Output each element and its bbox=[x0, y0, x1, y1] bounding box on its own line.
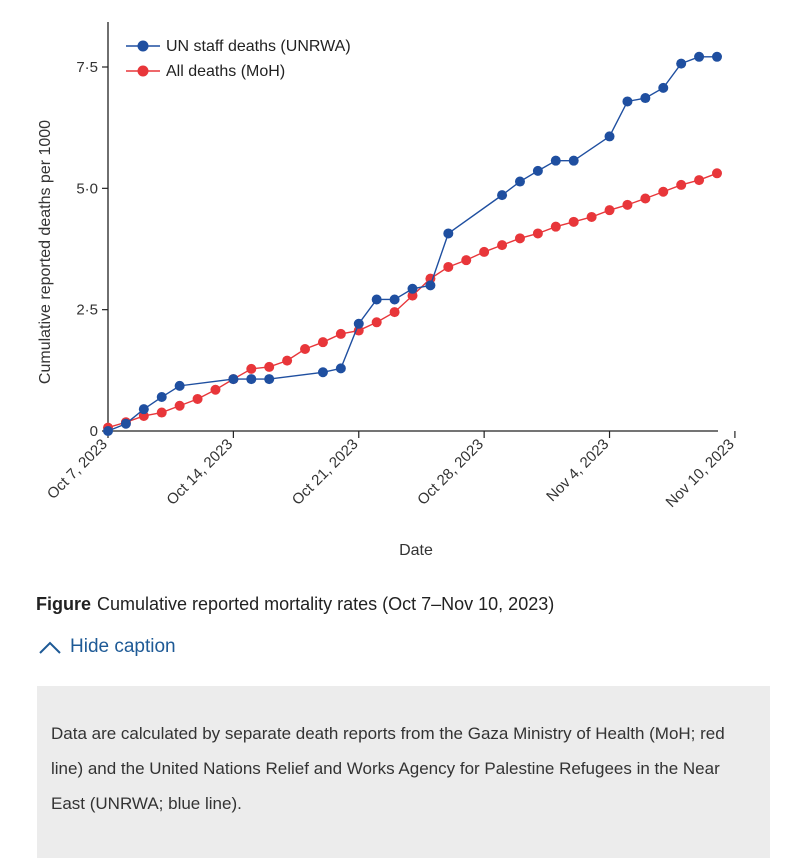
chart-svg: 0 2·5 5·0 7·5 Oct 7, 2023 Oct 14, 2023 Oct 21,… bbox=[37, 22, 738, 559]
caption-text-box: Data are calculated by separate death re… bbox=[37, 686, 770, 858]
data-point-moh bbox=[640, 193, 651, 204]
data-point-unrwa bbox=[264, 374, 275, 385]
data-point-unrwa bbox=[425, 280, 436, 291]
data-point-moh bbox=[443, 261, 454, 272]
data-point-moh bbox=[264, 361, 275, 372]
legend-label: UN staff deaths (UNRWA) bbox=[166, 38, 351, 55]
x-tick-label: Oct 14, 2023 bbox=[163, 436, 236, 509]
data-point-unrwa bbox=[497, 190, 508, 201]
y-tick-label: 0 bbox=[90, 423, 98, 440]
data-point-unrwa bbox=[658, 82, 669, 93]
y-tick-label: 7·5 bbox=[76, 59, 98, 76]
data-point-moh bbox=[676, 179, 687, 190]
mortality-chart: 0 2·5 5·0 7·5 Oct 7, 2023 Oct 14, 2023 Oct 21,… bbox=[37, 22, 738, 559]
data-point-unrwa bbox=[120, 418, 131, 429]
x-tick-label: Nov 4, 2023 bbox=[543, 436, 612, 505]
data-point-moh bbox=[712, 168, 722, 179]
data-point-moh bbox=[461, 255, 472, 266]
data-point-moh bbox=[479, 246, 490, 257]
data-point-unrwa bbox=[568, 155, 579, 166]
data-point-moh bbox=[317, 337, 328, 348]
data-point-moh bbox=[389, 307, 400, 318]
data-point-moh bbox=[568, 216, 579, 227]
data-point-unrwa bbox=[317, 367, 328, 378]
data-point-unrwa bbox=[514, 176, 525, 187]
data-point-moh bbox=[246, 363, 257, 374]
data-point-unrwa bbox=[103, 426, 113, 436]
data-point-unrwa bbox=[694, 51, 705, 62]
data-point-moh bbox=[604, 205, 615, 216]
legend-label: All deaths (MoH) bbox=[166, 63, 285, 80]
data-point-unrwa bbox=[156, 392, 167, 403]
figure-title: Cumulative reported mortality rates (Oct… bbox=[97, 594, 555, 614]
hide-caption-label: Hide caption bbox=[70, 636, 176, 657]
data-point-unrwa bbox=[353, 318, 364, 329]
x-axis-title: Date bbox=[399, 542, 433, 559]
x-tick-label: Oct 21, 2023 bbox=[289, 436, 362, 509]
data-point-moh bbox=[282, 355, 293, 366]
data-point-unrwa bbox=[532, 165, 543, 176]
data-point-moh bbox=[514, 233, 525, 244]
y-tick-label: 5·0 bbox=[76, 180, 98, 197]
x-tick-label: Oct 28, 2023 bbox=[414, 436, 487, 509]
x-tick-label: Oct 7, 2023 bbox=[44, 436, 111, 503]
data-point-unrwa bbox=[550, 155, 561, 166]
data-point-unrwa bbox=[604, 131, 615, 142]
data-point-moh bbox=[694, 175, 705, 186]
data-point-unrwa bbox=[640, 93, 651, 104]
chevron-up-icon bbox=[39, 641, 61, 654]
data-point-moh bbox=[532, 228, 543, 239]
data-point-moh bbox=[622, 199, 633, 210]
data-point-unrwa bbox=[622, 96, 633, 107]
data-point-moh bbox=[300, 343, 311, 354]
data-point-unrwa bbox=[676, 58, 687, 69]
data-point-moh bbox=[658, 186, 669, 197]
data-point-unrwa bbox=[228, 374, 239, 385]
data-point-moh bbox=[210, 384, 221, 395]
legend-marker bbox=[137, 65, 149, 77]
data-point-unrwa bbox=[335, 363, 346, 374]
caption-text: Data are calculated by separate death re… bbox=[51, 724, 725, 813]
data-point-moh bbox=[335, 328, 346, 339]
data-point-moh bbox=[497, 240, 508, 251]
data-point-moh bbox=[156, 407, 167, 418]
legend-marker bbox=[137, 40, 149, 52]
data-point-moh bbox=[371, 317, 382, 328]
data-point-moh bbox=[586, 211, 597, 222]
y-tick-label: 2·5 bbox=[76, 302, 98, 319]
data-point-unrwa bbox=[443, 228, 454, 239]
data-point-unrwa bbox=[389, 294, 400, 305]
data-point-unrwa bbox=[138, 404, 149, 415]
data-point-unrwa bbox=[246, 374, 257, 385]
data-point-unrwa bbox=[371, 294, 382, 305]
data-point-moh bbox=[174, 400, 185, 411]
data-point-moh bbox=[550, 221, 561, 232]
x-tick-label: Nov 10, 2023 bbox=[663, 436, 738, 511]
hide-caption-button[interactable]: Hide caption bbox=[38, 636, 176, 658]
data-point-moh bbox=[192, 393, 203, 404]
y-axis-title: Cumulative reported deaths per 1000 bbox=[37, 120, 54, 384]
figure-label: Figure bbox=[36, 594, 92, 614]
data-point-unrwa bbox=[407, 283, 418, 294]
series-line-unrwa bbox=[107, 56, 717, 432]
figure-caption-title: Figure Cumulative reported mortality rate… bbox=[36, 594, 554, 615]
data-point-unrwa bbox=[712, 51, 722, 62]
data-point-unrwa bbox=[174, 380, 185, 391]
